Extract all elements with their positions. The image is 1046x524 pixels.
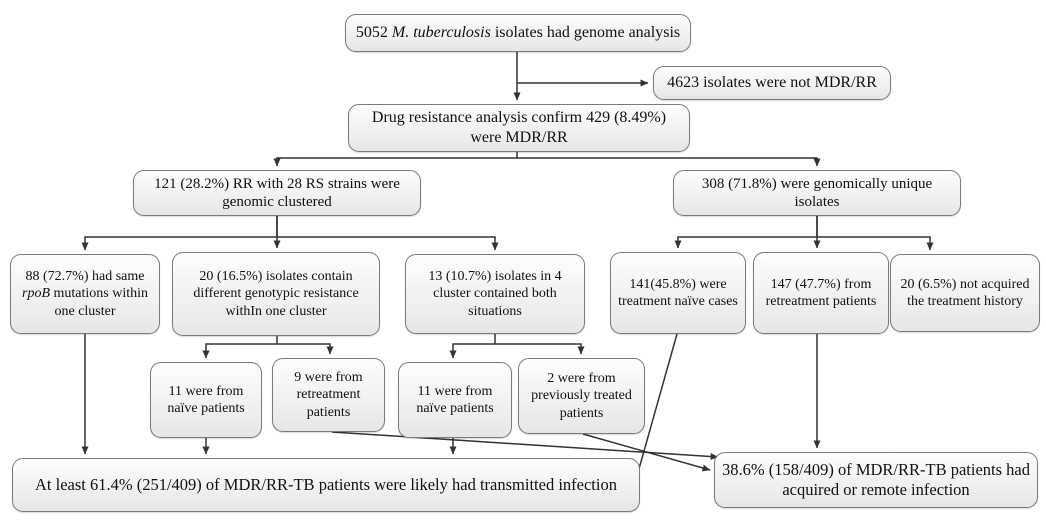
node-no-history-20: 20 (6.5%) not acquired the treatment his…	[890, 254, 1040, 332]
edge-retreat9-to-acquired	[331, 431, 719, 461]
node-retreatment-9: 9 were from retreatment patients	[272, 358, 385, 432]
node-same-rpob: 88 (72.7%) had same rpoB mutations withi…	[10, 254, 160, 334]
node-naive-11-b: 11 were from naïve patients	[398, 362, 512, 438]
node-transmitted-infection: At least 61.4% (251/409) of MDR/RR-TB pa…	[12, 458, 640, 512]
edge-clustered-to-rpob	[81, 216, 278, 251]
edge-unique-to-nohist	[817, 236, 934, 251]
edge-confirm-to-unique	[517, 157, 821, 167]
node-clustered: 121 (28.2%) RR with 28 RS strains were g…	[133, 170, 421, 216]
node-treatment-naive-141: 141(45.8%) were treatment naïve cases	[610, 252, 746, 334]
node-genome-analysis: 5052 M. tuberculosis isolates had genome…	[345, 14, 691, 52]
node-unique: 308 (71.8%) were genomically unique isol…	[673, 170, 961, 216]
node-previously-treated-2: 2 were from previously treated patients	[518, 358, 645, 434]
node-acquired-infection: 38.6% (158/409) of MDR/RR-TB patients ha…	[714, 452, 1038, 508]
edge-diffgeno-to-naive11a	[202, 336, 278, 359]
node-both-situations: 13 (10.7%) isolates in 4 cluster contain…	[405, 254, 585, 334]
edge-both-to-naive11b	[449, 334, 496, 359]
edge-clustered-to-both	[277, 236, 499, 251]
edge-naive141-to-transmitted	[633, 333, 678, 484]
edge-prev2-to-acquired	[582, 433, 711, 472]
node-retreatment-147: 147 (47.7%) from retreatment patients	[753, 252, 889, 334]
edge-diffgeno-to-retreat9	[277, 343, 334, 355]
gene-name-italic: rpoB	[22, 286, 50, 302]
edge-confirm-to-clustered	[273, 152, 518, 167]
node-diff-genotypic: 20 (16.5%) isolates contain different ge…	[172, 252, 380, 336]
edge-unique-to-naive141	[674, 216, 818, 249]
node-naive-11-a: 11 were from naïve patients	[150, 362, 262, 438]
node-not-mdr: 4623 isolates were not MDR/RR	[653, 66, 891, 100]
species-name-italic: M. tuberculosis	[391, 24, 491, 42]
edge-both-to-prev2	[495, 343, 585, 355]
node-confirm-mdr: Drug resistance analysis confirm 429 (8.…	[348, 104, 690, 152]
